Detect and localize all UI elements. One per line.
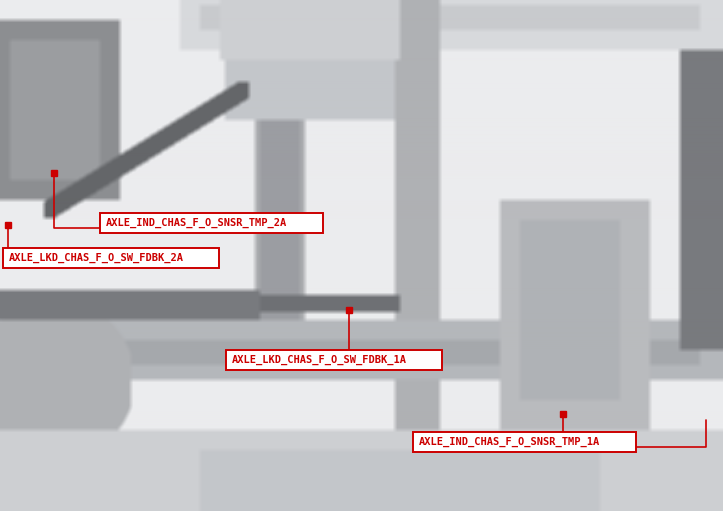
Text: AXLE_LKD_CHAS_F_O_SW_FDBK_2A: AXLE_LKD_CHAS_F_O_SW_FDBK_2A bbox=[9, 253, 184, 263]
Text: AXLE_LKD_CHAS_F_O_SW_FDBK_1A: AXLE_LKD_CHAS_F_O_SW_FDBK_1A bbox=[232, 355, 407, 365]
FancyBboxPatch shape bbox=[226, 350, 442, 370]
FancyBboxPatch shape bbox=[100, 213, 322, 233]
FancyBboxPatch shape bbox=[413, 432, 636, 452]
Text: AXLE_IND_CHAS_F_O_SNSR_TMP_1A: AXLE_IND_CHAS_F_O_SNSR_TMP_1A bbox=[419, 437, 600, 447]
Text: AXLE_IND_CHAS_F_O_SNSR_TMP_2A: AXLE_IND_CHAS_F_O_SNSR_TMP_2A bbox=[106, 218, 287, 228]
FancyBboxPatch shape bbox=[3, 248, 218, 268]
